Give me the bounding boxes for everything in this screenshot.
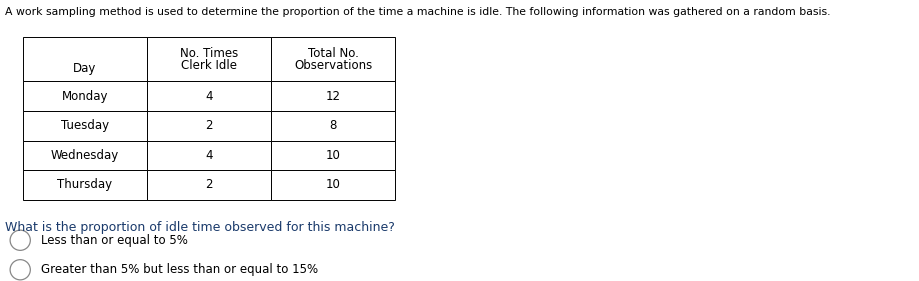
- Text: 8: 8: [329, 119, 337, 132]
- Bar: [147, 81, 271, 111]
- Text: 10: 10: [325, 149, 341, 162]
- Text: No. Times: No. Times: [180, 47, 238, 60]
- Text: Clerk Idle: Clerk Idle: [181, 59, 237, 72]
- Bar: [23, 170, 147, 200]
- Bar: [271, 140, 395, 170]
- Text: A work sampling method is used to determine the proportion of the time a machine: A work sampling method is used to determ…: [5, 7, 830, 17]
- Text: 4: 4: [205, 90, 213, 103]
- Bar: [23, 111, 147, 140]
- Text: Greater than 5% but less than or equal to 15%: Greater than 5% but less than or equal t…: [41, 263, 319, 276]
- Text: What is the proportion of idle time observed for this machine?: What is the proportion of idle time obse…: [5, 221, 394, 234]
- Text: Tuesday: Tuesday: [61, 119, 109, 132]
- Bar: [23, 37, 147, 81]
- Bar: [147, 111, 271, 140]
- Text: Thursday: Thursday: [58, 178, 112, 191]
- Bar: [147, 37, 271, 81]
- Text: 2: 2: [205, 178, 213, 191]
- Bar: [23, 81, 147, 111]
- Text: Wednesday: Wednesday: [51, 149, 119, 162]
- Text: 12: 12: [325, 90, 341, 103]
- Bar: [271, 37, 395, 81]
- Text: 2: 2: [205, 119, 213, 132]
- Text: 4: 4: [205, 149, 213, 162]
- Bar: [271, 170, 395, 200]
- Text: Monday: Monday: [62, 90, 108, 103]
- Bar: [271, 81, 395, 111]
- Text: Total No.: Total No.: [308, 47, 358, 60]
- Text: 10: 10: [325, 178, 341, 191]
- Text: Day: Day: [74, 62, 96, 75]
- Bar: [23, 140, 147, 170]
- Bar: [147, 170, 271, 200]
- Bar: [271, 111, 395, 140]
- Text: Less than or equal to 5%: Less than or equal to 5%: [41, 234, 188, 247]
- Text: Observations: Observations: [294, 59, 372, 72]
- Bar: [147, 140, 271, 170]
